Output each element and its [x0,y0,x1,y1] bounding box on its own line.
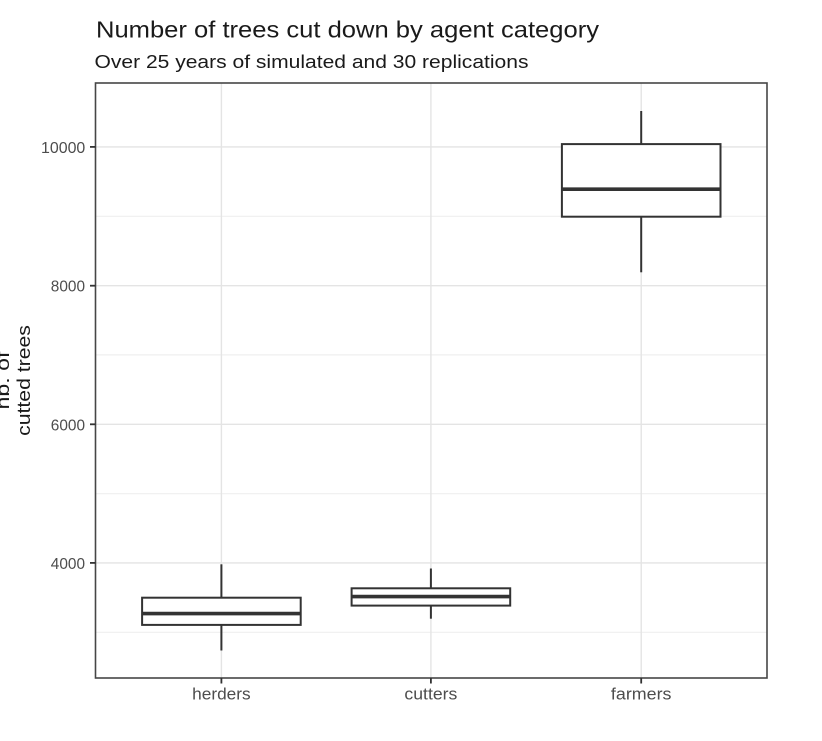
svg-text:6000: 6000 [51,417,85,434]
svg-text:Number of trees cut down by ag: Number of trees cut down by agent catego… [96,17,600,43]
svg-text:8000: 8000 [51,279,85,296]
svg-text:cutters: cutters [404,685,457,703]
svg-text:farmers: farmers [611,685,672,703]
svg-text:herders: herders [192,685,251,703]
svg-text:nb. of: nb. of [0,350,13,409]
svg-text:4000: 4000 [51,556,85,573]
svg-text:Over 25 years of simulated and: Over 25 years of simulated and 30 replic… [95,51,529,72]
svg-text:10000: 10000 [41,140,85,157]
svg-text:cutted trees: cutted trees [14,325,34,436]
